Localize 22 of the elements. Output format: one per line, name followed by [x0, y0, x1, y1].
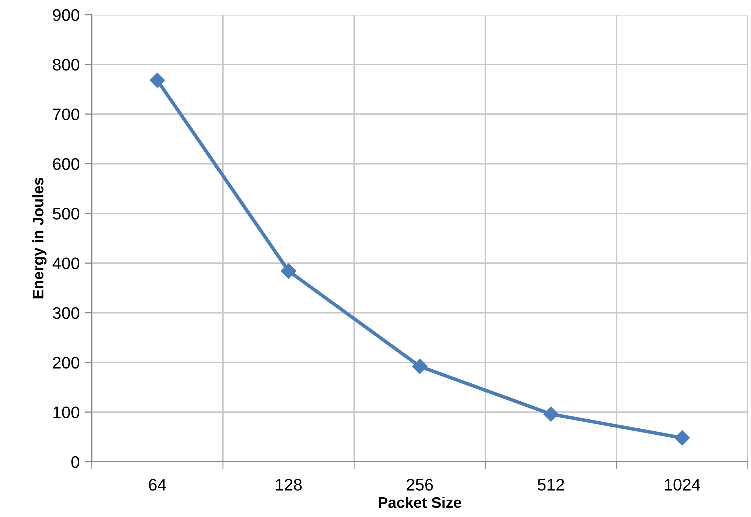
y-tick-label: 500: [53, 208, 80, 220]
y-tick-label: 700: [53, 108, 80, 121]
x-tick-label: 512: [538, 479, 564, 491]
y-tick-label: 400: [52, 258, 80, 270]
y-tick-label: 600: [53, 158, 80, 170]
y-tick-label: 100: [54, 406, 80, 419]
y-tick-label: 900: [53, 9, 80, 22]
y-axis-title: Energy in Joules: [32, 178, 47, 299]
x-tick-label: 1024: [665, 479, 700, 491]
y-tick-label: 0: [72, 456, 80, 468]
point: [544, 406, 559, 422]
x-tick-label: 256: [406, 479, 434, 491]
point: [412, 359, 428, 374]
y-tick-label: 800: [53, 59, 80, 71]
point: [150, 72, 166, 88]
x-axis-title: Packet Size: [378, 496, 462, 508]
x-tick-label: 128: [276, 479, 302, 491]
y-tick-label: 200: [53, 357, 80, 369]
point: [674, 430, 690, 446]
x-tick-label: 64: [149, 479, 166, 491]
point: [281, 264, 296, 279]
y-tick-label: 300: [53, 307, 80, 320]
